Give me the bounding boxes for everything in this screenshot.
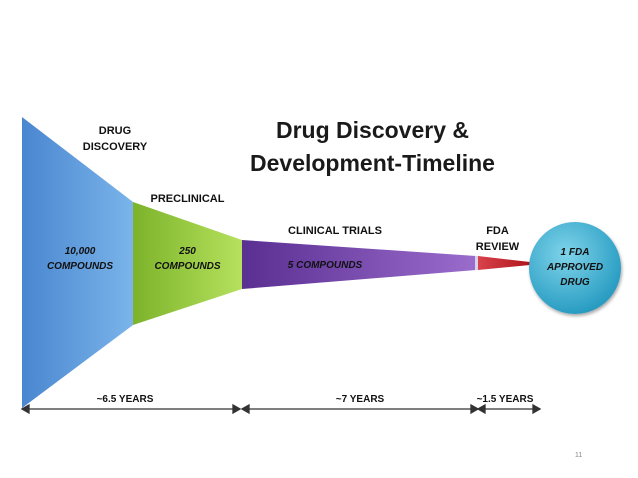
duration-discovery-preclinical: ~6.5 YEARS — [96, 394, 154, 405]
clinical-trials-label: CLINICAL TRIALS — [288, 225, 382, 237]
preclinical-segment — [133, 202, 242, 325]
duration-fda-review: ~1.5 YEARS — [476, 394, 534, 405]
discovery-label: DRUG DISCOVERY — [82, 125, 148, 153]
title-line-1: Drug Discovery & — [275, 117, 469, 143]
page-number: 11 — [575, 452, 583, 459]
fda-review-segment — [478, 256, 530, 270]
preclinical-label: PRECLINICAL — [150, 193, 225, 205]
fda-review-label: FDA REVIEW — [475, 225, 520, 253]
discovery-segment — [22, 117, 133, 408]
duration-arrows — [20, 403, 542, 415]
clinical-compounds: 5 COMPOUNDS — [287, 260, 363, 271]
duration-clinical: ~7 YEARS — [335, 394, 385, 405]
discovery-compounds: 10,000 COMPOUNDS — [46, 246, 114, 272]
approved-drug-label: 1 FDA APPROVED DRUG — [546, 247, 604, 288]
page-title: Drug Discovery & Development-Timeline — [205, 114, 540, 180]
approved-drug-circle — [529, 222, 621, 314]
fda-review-gap — [475, 256, 478, 270]
clinical-segment — [242, 240, 476, 289]
preclinical-compounds: 250 COMPOUNDS — [154, 246, 221, 272]
title-line-2: Development-Timeline — [250, 150, 495, 176]
